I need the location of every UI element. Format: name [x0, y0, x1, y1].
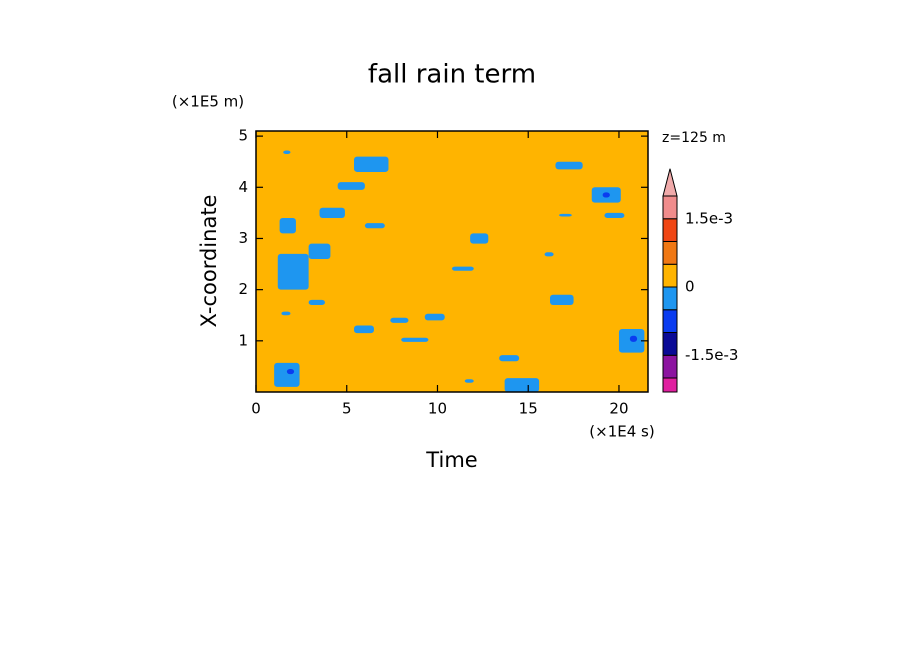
contour-patch	[470, 233, 489, 244]
colorbar-box	[662, 377, 678, 393]
colorbar-box	[662, 241, 678, 265]
colorbar-box	[662, 354, 678, 379]
annotation: z=125 m	[662, 130, 726, 146]
field-background	[256, 131, 648, 392]
contour-patch	[499, 355, 520, 362]
contour-patch	[274, 362, 300, 387]
contour-patch	[604, 212, 625, 218]
contour-patch	[279, 218, 296, 234]
contour-patch	[354, 156, 389, 172]
colorbar-tick-label: -1.5e-3	[685, 346, 738, 364]
x-axis-title: Time	[425, 448, 477, 472]
x-unit: (×1E4 s)	[589, 423, 654, 441]
colorbar-tick-label: 0	[685, 278, 695, 296]
colorbar-box	[662, 195, 678, 220]
colorbar-box	[662, 286, 678, 311]
contour-patch	[286, 368, 295, 375]
y-axis-title: X-coordinate	[197, 195, 221, 328]
contour-patch	[452, 266, 474, 271]
contour-patch	[544, 252, 554, 257]
contour-patch	[308, 299, 325, 305]
y-tick-label: 4	[238, 178, 248, 196]
contour-patch	[464, 379, 474, 383]
colorbar-box	[662, 263, 678, 288]
y-unit: (×1E5 m)	[172, 93, 244, 111]
contour-patch	[281, 311, 291, 316]
contour-patch	[308, 243, 331, 259]
colorbar-box	[662, 332, 678, 356]
contour-patch	[602, 192, 610, 198]
colorbar-tick-label: 1.5e-3	[685, 209, 733, 227]
contour-patch	[424, 313, 445, 321]
x-tick-label: 5	[342, 400, 352, 418]
contour-patch	[555, 161, 583, 170]
contour-patch	[504, 378, 540, 392]
contour-patch	[401, 337, 429, 342]
y-tick-label: 3	[238, 229, 248, 247]
contour-patch	[364, 223, 385, 229]
colorbar-triangle	[662, 168, 678, 197]
contour-patch	[354, 325, 374, 334]
contour-patch	[559, 213, 572, 217]
x-tick-label: 15	[519, 400, 538, 418]
x-tick-label: 0	[251, 400, 261, 418]
y-tick-label: 2	[238, 280, 248, 298]
contour-patch	[277, 253, 309, 290]
plot-frame	[255, 130, 649, 393]
contour-patch	[337, 182, 365, 190]
y-tick-label: 5	[238, 127, 248, 145]
contour-patch	[390, 317, 409, 323]
x-tick-label: 10	[428, 400, 447, 418]
colorbar-box	[662, 309, 678, 333]
y-tick-label: 1	[238, 331, 248, 349]
x-tick-label: 20	[609, 400, 628, 418]
colorbar-box	[662, 218, 678, 242]
contour-patch	[550, 294, 574, 305]
contour-patch	[629, 335, 638, 342]
chart-title: fall rain term	[368, 60, 536, 90]
contour-patch	[319, 207, 345, 218]
contour-patch	[283, 150, 291, 155]
